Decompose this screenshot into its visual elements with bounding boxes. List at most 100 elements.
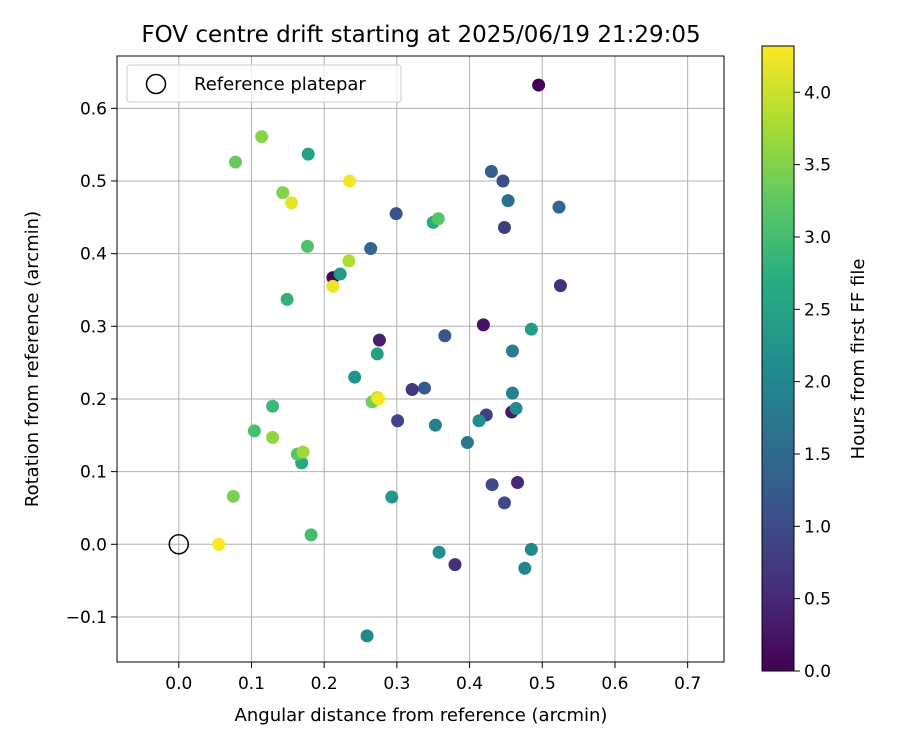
data-point	[326, 279, 340, 293]
x-tick-label: 0.1	[238, 674, 265, 694]
data-point	[360, 629, 374, 643]
data-point	[389, 207, 403, 221]
y-tick-label: 0.6	[80, 99, 107, 119]
data-point	[460, 436, 474, 450]
x-tick-label: 0.6	[601, 674, 628, 694]
data-point	[431, 212, 445, 226]
legend-marker-reference	[145, 73, 167, 95]
data-point	[524, 322, 538, 336]
data-point	[484, 165, 498, 179]
colorbar-ticks: 0.0 0.5 1.0 1.5 2.0 2.5 3.0 3.5 4.0	[794, 83, 831, 682]
data-point	[553, 279, 567, 293]
colorbar-tick-label: 0.0	[804, 662, 831, 682]
colorbar-frame	[761, 45, 795, 672]
data-point	[391, 414, 405, 428]
data-point	[284, 196, 298, 210]
data-point	[432, 545, 446, 559]
colorbar: 0.0 0.5 1.0 1.5 2.0 2.5 3.0 3.5 4.0 Hours from f…	[761, 45, 869, 682]
data-point	[485, 478, 499, 492]
x-tick-label: 0.4	[456, 674, 483, 694]
data-point	[497, 220, 511, 234]
legend: Reference platepar	[126, 64, 402, 103]
y-tick-label: 0.2	[80, 390, 107, 410]
data-point	[296, 445, 310, 459]
colorbar-tick-label: 0.5	[804, 590, 831, 610]
x-tick-label: 0.7	[674, 674, 701, 694]
colorbar-label: Hours from first FF file	[848, 259, 869, 460]
data-point	[255, 130, 269, 144]
reference-layer	[168, 534, 190, 555]
data-point	[342, 254, 356, 268]
data-point	[472, 414, 486, 428]
colorbar-tick-label: 3.5	[804, 156, 831, 176]
data-point	[364, 242, 378, 256]
x-axis-ticks: 0.0 0.1 0.2 0.3 0.4 0.5 0.6 0.7	[165, 662, 701, 694]
x-axis-label: Angular distance from reference (arcmin)	[235, 705, 608, 726]
x-tick-label: 0.0	[165, 674, 192, 694]
data-point	[552, 200, 566, 214]
legend-frame	[126, 64, 402, 103]
data-point	[276, 186, 290, 200]
colorbar-tick-label: 2.5	[804, 300, 831, 320]
data-point	[247, 424, 261, 438]
grid-lines	[117, 56, 724, 662]
data-point	[228, 155, 242, 169]
data-point	[300, 239, 314, 253]
colorbar-tick-label: 1.0	[804, 517, 831, 537]
reference-point	[168, 534, 190, 555]
data-point	[212, 537, 226, 551]
y-tick-label: 0.4	[80, 245, 107, 265]
data-point	[518, 561, 532, 575]
data-point	[370, 347, 384, 361]
data-point	[343, 174, 357, 188]
data-point	[372, 333, 386, 347]
colorbar-tick-label: 2.0	[804, 373, 831, 393]
data-point	[438, 329, 452, 343]
y-tick-label: 0.0	[80, 535, 107, 555]
y-axis-ticks: −0.1 0.0 0.1 0.2 0.3 0.4 0.5 0.6	[66, 99, 117, 628]
colorbar-gradient	[762, 46, 794, 671]
y-axis-label: Rotation from reference (arcmin)	[22, 211, 43, 507]
data-point	[385, 490, 399, 504]
plot-frame	[116, 55, 725, 663]
y-tick-label: 0.5	[80, 172, 107, 192]
x-tick-label: 0.3	[383, 674, 410, 694]
data-point	[496, 174, 510, 188]
data-point	[511, 476, 525, 490]
x-tick-label: 0.5	[529, 674, 556, 694]
data-point	[509, 401, 523, 415]
data-point	[532, 78, 546, 92]
data-point	[448, 558, 462, 572]
data-point	[405, 383, 419, 397]
colorbar-tick-label: 1.5	[804, 445, 831, 465]
data-points	[212, 78, 567, 643]
y-tick-label: 0.1	[80, 463, 107, 483]
chart-title: FOV centre drift starting at 2025/06/19 …	[141, 22, 700, 48]
data-point	[524, 542, 538, 556]
data-point	[476, 318, 490, 332]
y-tick-label: 0.3	[80, 317, 107, 337]
data-point	[333, 267, 347, 281]
colorbar-tick-label: 3.0	[804, 228, 831, 248]
legend-label-reference: Reference platepar	[194, 74, 366, 95]
data-point	[266, 399, 280, 413]
data-point	[301, 147, 315, 161]
data-point	[505, 386, 519, 400]
data-point	[372, 392, 386, 406]
data-point	[348, 370, 362, 384]
x-tick-label: 0.2	[311, 674, 338, 694]
colorbar-tick-label: 4.0	[804, 83, 831, 103]
data-point	[304, 528, 318, 542]
data-point	[280, 292, 294, 306]
data-point	[266, 430, 280, 444]
data-point	[226, 489, 240, 503]
data-point	[417, 381, 431, 395]
data-point	[505, 344, 519, 358]
y-tick-label: −0.1	[66, 608, 107, 628]
data-point	[497, 496, 511, 510]
data-point	[428, 418, 442, 432]
data-point	[501, 194, 515, 208]
